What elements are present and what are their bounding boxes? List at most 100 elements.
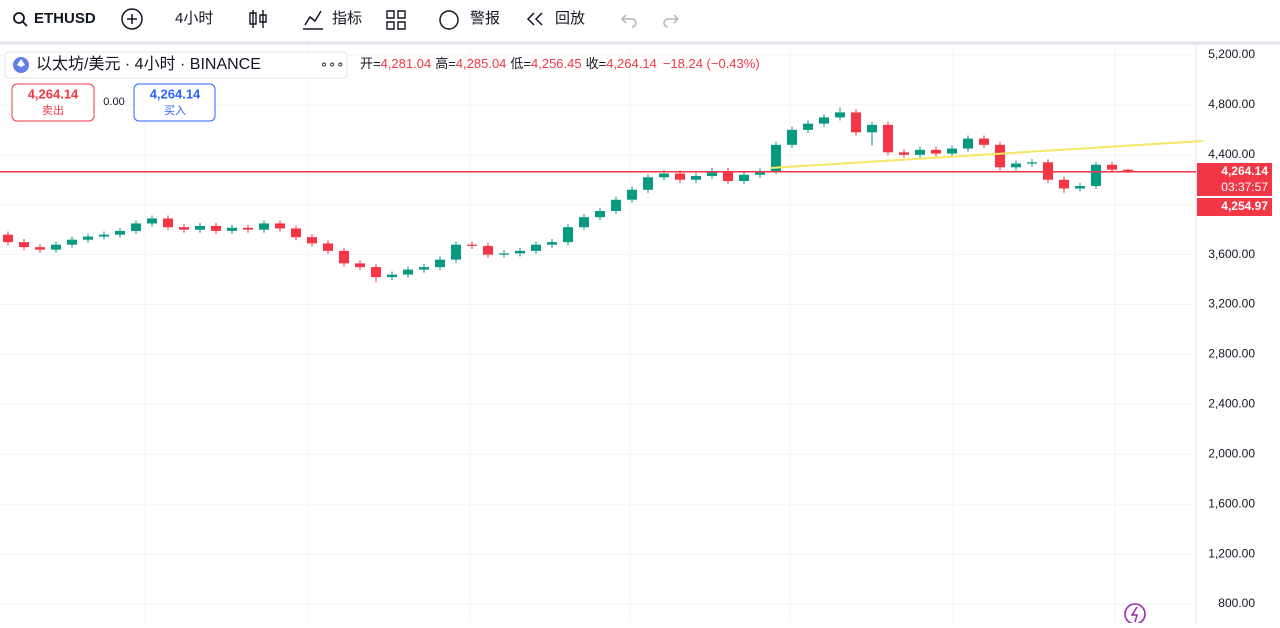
ohlc-value: 4,264.14 [606, 56, 657, 71]
alerts[interactable]: 警报 [470, 10, 500, 27]
candle-body [787, 129, 797, 145]
y-tick-label: 2,800.00 [1208, 347, 1255, 361]
candle-body [387, 274, 397, 278]
candle-body [131, 223, 141, 231]
redo[interactable] [663, 14, 680, 28]
chart-type[interactable] [249, 10, 267, 28]
candle-body [67, 239, 77, 245]
candle-body [755, 171, 765, 175]
candle-body [435, 259, 445, 268]
price-axis: 800.00 1,200.00 1,600.00 2,000.00 2,400.00 2,… [1208, 47, 1255, 610]
candle-body [355, 263, 365, 268]
candle-body [835, 112, 845, 118]
candle-body [595, 210, 605, 218]
candle-body [323, 243, 333, 251]
candle-body [259, 223, 269, 230]
legend-box [4, 51, 348, 79]
candle-body [563, 227, 573, 243]
candle-body [691, 176, 701, 180]
layouts[interactable] [386, 10, 406, 30]
ohlc: 开=4,281.04 高=4,285.04 低=4,256.45 收=4,264.14… [360, 56, 760, 71]
candle-body [979, 138, 989, 145]
candle-body [51, 244, 61, 250]
spread: 0.00 [103, 96, 124, 108]
y-tick-label: 3,600.00 [1208, 247, 1255, 261]
candle-body [1091, 164, 1101, 187]
y-tick-label: 1,200.00 [1208, 546, 1255, 560]
y-tick-label: 5,200.00 [1208, 47, 1255, 61]
indicator-icon[interactable] [303, 10, 323, 30]
candle-body [931, 149, 941, 154]
candle-body [115, 230, 125, 235]
news-icon [1130, 606, 1138, 623]
trend-line [769, 140, 1204, 169]
legend-title[interactable]: 以太坊/美元 · 4小时 · BINANCE [36, 55, 261, 73]
candle-body [851, 112, 861, 133]
plot [0, 107, 1196, 283]
candle-body [771, 144, 781, 172]
candle-body [35, 247, 45, 250]
candle-body [19, 242, 29, 248]
candle-body [275, 223, 285, 229]
y-tick-label: 1,600.00 [1208, 496, 1255, 510]
ohlc-value: 4,256.45 [531, 56, 582, 71]
y-tick-label: 800.00 [1218, 596, 1255, 610]
last-price-tag [1197, 163, 1272, 196]
candle-body [99, 234, 109, 237]
candle-body [803, 123, 813, 130]
replay[interactable]: 回放 [555, 10, 585, 27]
candle-body [963, 138, 973, 149]
search-icon [22, 21, 28, 27]
more[interactable]: ∘∘∘ [320, 56, 344, 71]
replay-icon[interactable] [526, 12, 543, 26]
bid-tag [1197, 198, 1272, 216]
candle-body [1075, 186, 1085, 189]
candle-body [211, 225, 221, 231]
y-tick-label: 3,200.00 [1208, 297, 1255, 311]
candle-body [659, 173, 669, 178]
candle-body [483, 245, 493, 255]
candle-body [723, 171, 733, 182]
ohlc-label: 开= [360, 56, 381, 71]
candle-body [147, 218, 157, 224]
candle-body [579, 217, 589, 228]
y-tick-label: 4,400.00 [1208, 147, 1255, 161]
candle-body [195, 225, 205, 230]
buy-label: 买入 [164, 104, 186, 117]
candle-body [1107, 164, 1117, 170]
candle-body [179, 227, 189, 230]
candle-body [867, 124, 877, 133]
bid-price: 4,254.97 [1221, 199, 1268, 213]
indicators[interactable]: 指标 [332, 10, 362, 27]
time-grid [144, 45, 1116, 623]
candle-body [307, 237, 317, 244]
candle-body [339, 250, 349, 264]
buy-button[interactable] [133, 83, 216, 122]
candle-body [467, 244, 477, 246]
candle-body [947, 148, 957, 154]
sell-price: 4,264.14 [28, 86, 79, 101]
candle-body [739, 174, 749, 182]
sell-button[interactable] [11, 83, 95, 122]
search-icon[interactable] [13, 12, 25, 24]
interval[interactable]: 4小时 [175, 10, 213, 27]
ohlc-change: −18.24 (−0.43%) [663, 56, 760, 71]
candle-body [899, 152, 909, 155]
candle-body [531, 244, 541, 251]
grid [0, 45, 1196, 623]
candle-body [451, 244, 461, 260]
add-symbol[interactable] [121, 8, 143, 30]
ohlc-label: 低= [510, 56, 531, 71]
ohlc-value: 4,281.04 [381, 56, 432, 71]
toolbar [0, 0, 1280, 42]
candle-body [83, 236, 93, 240]
candle-body [995, 144, 1005, 168]
candle-body [915, 149, 925, 155]
symbol[interactable]: ETHUSD [34, 10, 96, 27]
eth-icon [17, 59, 25, 67]
candle-body [243, 227, 253, 230]
undo[interactable] [620, 14, 637, 28]
alert-icon[interactable] [439, 10, 459, 30]
candle-body [291, 228, 301, 238]
candle-body [819, 117, 829, 124]
